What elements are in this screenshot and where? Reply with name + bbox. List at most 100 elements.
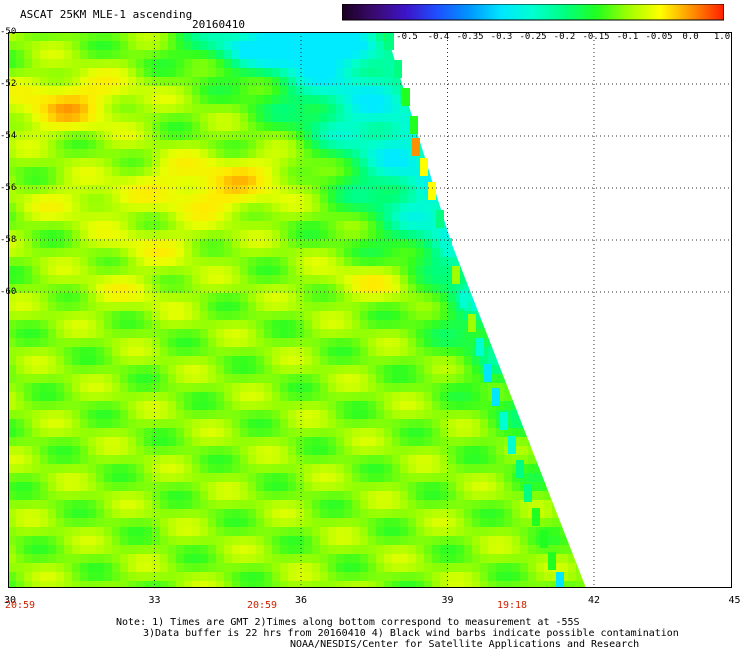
data-cell — [408, 275, 417, 285]
data-cell — [680, 59, 689, 69]
data-cell — [336, 428, 345, 438]
data-cell — [552, 410, 561, 420]
data-cell — [24, 95, 33, 105]
data-cell — [392, 383, 401, 393]
data-cell — [496, 374, 505, 384]
data-cell — [168, 41, 177, 51]
data-cell — [712, 194, 721, 204]
data-cell — [592, 338, 601, 348]
data-cell — [480, 293, 489, 303]
data-cell — [720, 77, 729, 87]
data-cell — [432, 32, 441, 42]
data-cell — [256, 338, 265, 348]
data-cell — [664, 392, 673, 402]
data-cell — [584, 257, 586, 267]
data-cell — [344, 293, 353, 303]
data-cell — [336, 320, 345, 330]
data-cell — [672, 230, 681, 240]
data-cell — [328, 374, 337, 384]
data-cell — [504, 59, 513, 69]
data-cell — [224, 194, 233, 204]
data-cell — [672, 104, 681, 114]
data-cell — [328, 194, 337, 204]
data-cell — [248, 149, 257, 159]
data-cell — [440, 455, 449, 465]
data-cell — [672, 203, 681, 213]
data-cell — [456, 86, 465, 96]
data-cell — [32, 248, 41, 258]
data-cell — [592, 383, 601, 393]
data-cell — [472, 41, 481, 51]
data-cell — [360, 437, 369, 447]
data-cell — [144, 356, 153, 366]
data-cell — [408, 365, 417, 375]
data-cell — [640, 311, 649, 321]
data-cell — [424, 50, 433, 60]
data-cell — [272, 347, 281, 357]
data-cell — [112, 419, 121, 429]
data-cell — [552, 248, 561, 258]
data-cell — [416, 509, 425, 519]
data-cell — [504, 140, 513, 150]
data-cell — [488, 500, 497, 510]
data-cell — [72, 257, 81, 267]
data-cell — [712, 338, 721, 348]
data-cell — [56, 203, 65, 213]
data-cell — [576, 59, 585, 69]
data-cell — [368, 365, 377, 375]
data-cell — [48, 419, 57, 429]
data-cell — [208, 473, 217, 483]
data-cell — [568, 410, 577, 420]
data-cell — [368, 293, 377, 303]
data-cell — [56, 113, 65, 123]
data-cell — [248, 32, 257, 42]
data-cell — [600, 392, 609, 402]
data-cell — [712, 77, 721, 87]
data-cell — [640, 365, 649, 375]
data-cell — [344, 374, 353, 384]
data-cell — [576, 86, 585, 96]
data-cell — [80, 185, 89, 195]
data-cell — [264, 266, 273, 276]
data-cell — [688, 185, 697, 195]
data-cell — [104, 284, 113, 294]
data-cell — [488, 203, 497, 213]
data-cell — [536, 491, 545, 501]
data-cell — [272, 401, 281, 411]
data-cell — [608, 59, 617, 69]
data-cell — [232, 140, 241, 150]
data-cell — [680, 473, 689, 483]
data-cell — [664, 383, 673, 393]
data-cell — [680, 311, 689, 321]
data-cell — [128, 95, 137, 105]
data-cell — [632, 104, 641, 114]
data-cell — [464, 176, 473, 186]
data-cell — [552, 302, 561, 312]
data-cell — [536, 203, 545, 213]
data-cell — [136, 113, 145, 123]
data-cell — [128, 401, 137, 411]
data-cell — [120, 77, 129, 87]
data-cell — [272, 149, 281, 159]
data-cell — [256, 113, 265, 123]
data-cell — [344, 491, 353, 501]
data-cell — [56, 176, 65, 186]
data-cell — [272, 428, 281, 438]
data-cell — [320, 122, 329, 132]
data-cell — [720, 86, 729, 96]
data-cell — [256, 419, 265, 429]
data-cell — [32, 482, 41, 492]
data-cell — [136, 122, 145, 132]
data-cell — [80, 293, 89, 303]
data-cell — [144, 266, 153, 276]
data-cell — [512, 482, 521, 492]
data-cell — [560, 194, 569, 204]
data-cell — [424, 176, 433, 186]
data-cell — [592, 59, 601, 69]
data-cell — [456, 104, 465, 114]
data-cell — [352, 464, 361, 474]
data-cell — [696, 32, 705, 42]
data-cell — [64, 509, 73, 519]
data-cell — [696, 167, 705, 177]
data-cell — [656, 302, 665, 312]
